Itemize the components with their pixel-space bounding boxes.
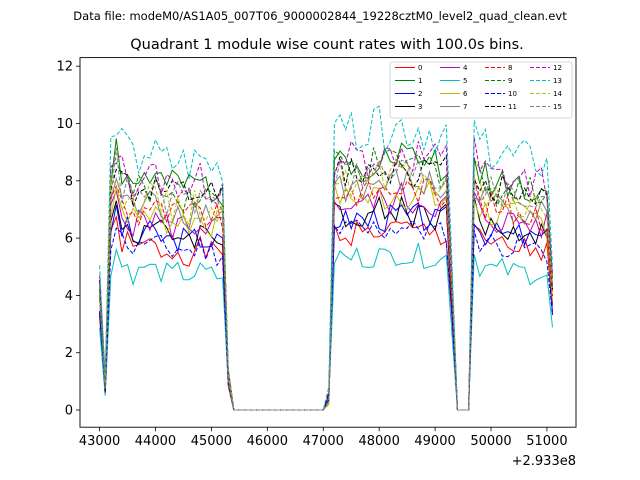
- legend-label-6: 6: [463, 90, 468, 98]
- series-line-10: [99, 219, 553, 411]
- series-line-11: [99, 154, 553, 411]
- x-tick-label: 50000: [470, 434, 511, 449]
- chart-title: Quadrant 1 module wise count rates with …: [130, 37, 524, 53]
- x-axis-offset-label: +2.933e8: [512, 454, 576, 469]
- y-tick-label: 10: [56, 117, 73, 132]
- x-tick-label: 49000: [414, 434, 455, 449]
- series-line-14: [99, 159, 553, 411]
- legend-label-2: 2: [418, 90, 422, 98]
- x-tick-label: 47000: [303, 434, 344, 449]
- legend-label-1: 1: [418, 77, 422, 85]
- legend-label-15: 15: [553, 103, 562, 111]
- legend-label-3: 3: [418, 103, 422, 111]
- legend-label-0: 0: [418, 64, 422, 72]
- legend-label-13: 13: [553, 77, 562, 85]
- series-line-15: [99, 147, 553, 411]
- series-line-12: [99, 137, 553, 411]
- x-tick-label: 44000: [135, 434, 176, 449]
- x-tick-label: 46000: [247, 434, 288, 449]
- legend-label-14: 14: [553, 90, 562, 98]
- y-tick-label: 4: [65, 289, 73, 304]
- legend-label-7: 7: [463, 103, 467, 111]
- y-tick-label: 2: [65, 346, 73, 361]
- y-tick-label: 6: [65, 232, 73, 247]
- x-tick-label: 48000: [358, 434, 399, 449]
- series-line-13: [99, 105, 553, 411]
- y-tick-label: 8: [65, 174, 73, 189]
- series-line-9: [99, 147, 553, 411]
- y-tick-label: 12: [56, 60, 73, 75]
- legend-label-11: 11: [508, 103, 517, 111]
- legend-label-10: 10: [508, 90, 517, 98]
- x-tick-label: 51000: [526, 434, 567, 449]
- series-line-0: [99, 214, 553, 411]
- y-tick-label: 0: [65, 404, 73, 419]
- x-tick-label: 45000: [191, 434, 232, 449]
- legend-label-5: 5: [463, 77, 467, 85]
- series-line-3: [99, 195, 553, 411]
- legend-box: [389, 61, 573, 119]
- legend-label-9: 9: [508, 77, 512, 85]
- legend-label-8: 8: [508, 64, 512, 72]
- axes-frame: [79, 57, 577, 428]
- x-axis: 43000 44000 45000 46000 47000 48000 49000 50000…: [79, 427, 568, 449]
- x-tick-label: 43000: [79, 434, 120, 449]
- series-line-1: [99, 138, 553, 411]
- y-axis: 0 2 4 6 8 10 12: [56, 60, 80, 419]
- series-layer: [99, 105, 553, 411]
- series-line-5: [99, 243, 553, 411]
- legend-label-4: 4: [463, 64, 468, 72]
- legend-label-12: 12: [553, 64, 562, 72]
- file-suptitle: Data file: modeM0/AS1A05_007T06_90000028…: [73, 9, 567, 23]
